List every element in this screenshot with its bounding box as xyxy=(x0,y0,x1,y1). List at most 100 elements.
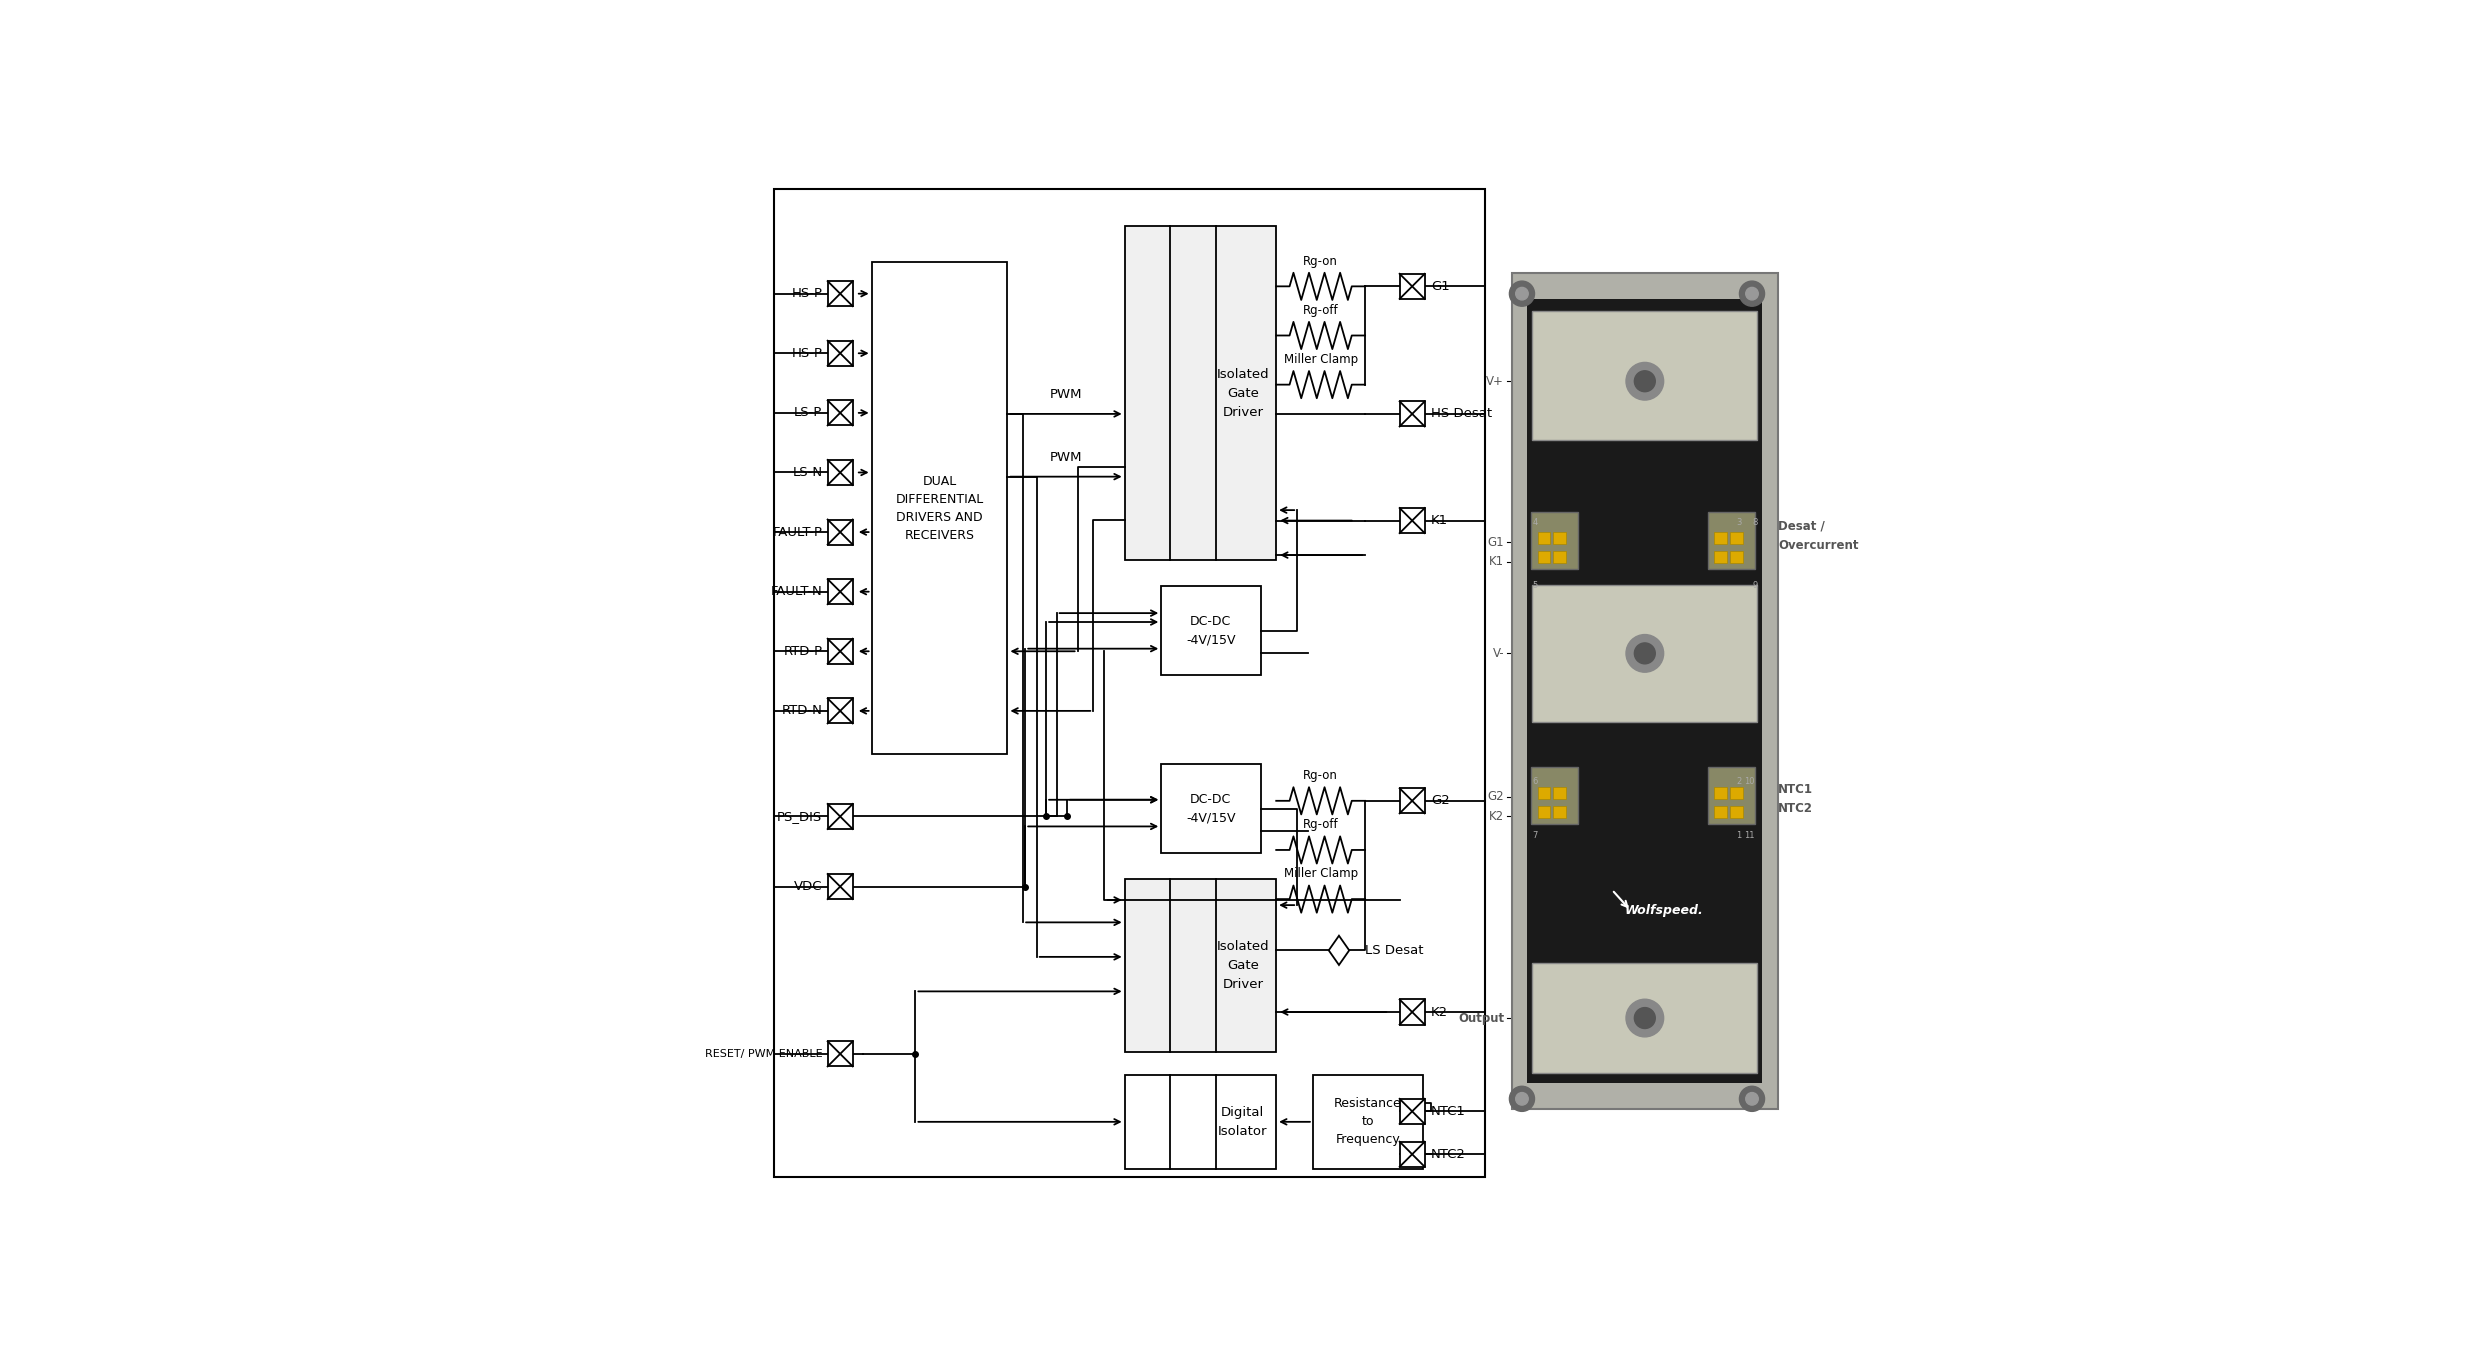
Text: 10: 10 xyxy=(1743,777,1753,786)
Text: 6: 6 xyxy=(1533,777,1538,786)
Text: G2: G2 xyxy=(1488,790,1505,804)
Bar xyxy=(1731,532,1743,545)
Bar xyxy=(1552,532,1565,545)
Bar xyxy=(1533,311,1758,440)
Text: PS_DIS: PS_DIS xyxy=(776,809,823,823)
Bar xyxy=(1530,767,1577,824)
Bar xyxy=(1714,532,1726,545)
Text: V+: V+ xyxy=(1486,375,1505,388)
Bar xyxy=(1528,299,1763,1084)
Text: RESET/ PWM ENABLE: RESET/ PWM ENABLE xyxy=(704,1048,823,1059)
Bar xyxy=(828,804,853,828)
Bar xyxy=(1399,788,1424,813)
Text: DC-DC
-4V/15V: DC-DC -4V/15V xyxy=(1185,793,1235,824)
Text: 7: 7 xyxy=(1533,831,1538,839)
Bar xyxy=(1538,550,1550,564)
Text: Miller Clamp: Miller Clamp xyxy=(1285,868,1357,880)
Text: Output: Output xyxy=(1458,1012,1505,1024)
Text: Wolfspeed.: Wolfspeed. xyxy=(1624,904,1704,917)
Circle shape xyxy=(1510,281,1535,306)
Bar xyxy=(1731,550,1743,564)
Bar xyxy=(1530,512,1577,569)
Bar xyxy=(1123,225,1277,561)
Text: K1: K1 xyxy=(1431,515,1448,527)
Text: 2: 2 xyxy=(1736,777,1741,786)
Circle shape xyxy=(1634,1008,1654,1028)
Text: FAULT-P: FAULT-P xyxy=(771,526,823,539)
Bar xyxy=(1552,786,1565,800)
Bar xyxy=(828,460,853,485)
Bar xyxy=(828,875,853,899)
Text: 11: 11 xyxy=(1743,831,1753,839)
Bar xyxy=(1399,1142,1424,1167)
Text: 9: 9 xyxy=(1751,581,1758,589)
Circle shape xyxy=(1746,288,1758,300)
Text: VDC: VDC xyxy=(794,880,823,894)
Bar xyxy=(1709,512,1756,569)
Circle shape xyxy=(1627,363,1664,401)
Text: 8: 8 xyxy=(1751,517,1758,527)
Bar xyxy=(1399,999,1424,1024)
Bar xyxy=(828,401,853,425)
Bar xyxy=(1399,508,1424,534)
Text: HS-P: HS-P xyxy=(791,346,823,360)
Text: 5: 5 xyxy=(1533,581,1538,589)
Bar xyxy=(1538,805,1550,818)
Text: FAULT-N: FAULT-N xyxy=(771,585,823,598)
Bar xyxy=(1552,550,1565,564)
Text: Desat /: Desat / xyxy=(1778,520,1825,532)
Circle shape xyxy=(1515,1093,1528,1105)
Bar xyxy=(828,698,853,724)
Text: PWM: PWM xyxy=(1049,388,1081,402)
Bar xyxy=(1538,532,1550,545)
Bar xyxy=(1714,550,1726,564)
Bar xyxy=(828,520,853,545)
Text: Resistance
to
Frequency: Resistance to Frequency xyxy=(1334,1097,1401,1146)
Circle shape xyxy=(1627,634,1664,672)
Text: K1: K1 xyxy=(1488,555,1505,568)
Bar xyxy=(1731,786,1743,800)
Bar xyxy=(828,1042,853,1066)
Bar xyxy=(1161,587,1260,675)
Bar xyxy=(1552,805,1565,818)
Bar xyxy=(1510,273,1778,1109)
Circle shape xyxy=(1634,371,1654,391)
Text: NTC2: NTC2 xyxy=(1431,1148,1466,1161)
Bar xyxy=(1161,765,1260,853)
Bar xyxy=(1533,963,1758,1073)
Text: DC-DC
-4V/15V: DC-DC -4V/15V xyxy=(1185,615,1235,646)
Bar xyxy=(828,341,853,365)
Text: Rg-off: Rg-off xyxy=(1302,304,1339,316)
Text: 3: 3 xyxy=(1736,517,1741,527)
Text: HS-P: HS-P xyxy=(791,287,823,300)
Circle shape xyxy=(1746,1093,1758,1105)
Bar xyxy=(1312,1074,1424,1169)
Text: LS-P: LS-P xyxy=(794,406,823,420)
Bar xyxy=(828,638,853,664)
Text: Rg-on: Rg-on xyxy=(1302,769,1339,782)
Text: Digital
Isolator: Digital Isolator xyxy=(1218,1105,1267,1138)
Text: Isolated
Gate
Driver: Isolated Gate Driver xyxy=(1218,940,1270,991)
Bar xyxy=(774,189,1486,1177)
Circle shape xyxy=(1515,288,1528,300)
Circle shape xyxy=(1738,281,1766,306)
Text: Miller Clamp: Miller Clamp xyxy=(1285,353,1357,365)
Text: G1: G1 xyxy=(1488,535,1505,549)
Text: HS Desat: HS Desat xyxy=(1431,407,1493,421)
Text: RTD-N: RTD-N xyxy=(781,705,823,717)
Circle shape xyxy=(1634,642,1654,664)
Text: 1: 1 xyxy=(1736,831,1741,839)
Bar xyxy=(1399,274,1424,299)
Bar xyxy=(1538,786,1550,800)
Text: Rg-off: Rg-off xyxy=(1302,818,1339,831)
Bar xyxy=(1123,1074,1277,1169)
Circle shape xyxy=(1627,999,1664,1038)
Text: K2: K2 xyxy=(1431,1005,1448,1018)
Text: Rg-on: Rg-on xyxy=(1302,254,1339,268)
Text: DUAL
DIFFERENTIAL
DRIVERS AND
RECEIVERS: DUAL DIFFERENTIAL DRIVERS AND RECEIVERS xyxy=(895,474,985,542)
Text: 4: 4 xyxy=(1533,517,1538,527)
Text: G1: G1 xyxy=(1431,280,1451,293)
Text: Overcurrent: Overcurrent xyxy=(1778,539,1858,553)
Bar xyxy=(1709,767,1756,824)
Bar xyxy=(1714,786,1726,800)
